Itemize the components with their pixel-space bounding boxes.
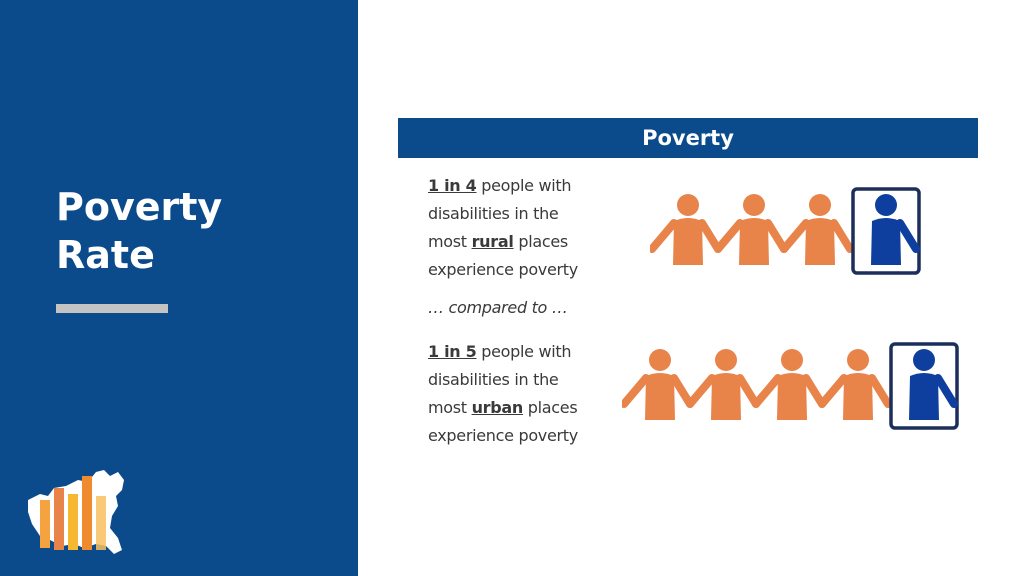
urban-people-figures (622, 342, 959, 430)
slide-title: Poverty Rate (56, 183, 222, 279)
urban-line-1: people with (476, 342, 572, 361)
person-icon (780, 194, 854, 265)
person-highlighted-icon (851, 187, 921, 275)
person-icon (622, 349, 694, 420)
person-icon (714, 194, 788, 265)
rural-keyword: rural (471, 232, 514, 251)
rural-line-2: disabilities in the (428, 204, 559, 223)
rural-line-4: experience poverty (428, 260, 578, 279)
urban-ratio: 1 in 5 (428, 342, 477, 361)
rural-line-3-pre: most (428, 232, 472, 251)
rural-people-figures (650, 187, 921, 275)
compared-to-label: … compared to … (428, 298, 568, 317)
urban-line-3-post: places (523, 398, 578, 417)
rural-statistic: 1 in 4 people with disabilities in the m… (428, 172, 628, 284)
urban-line-3-pre: most (428, 398, 472, 417)
person-icon (752, 349, 826, 420)
rural-ratio: 1 in 4 (428, 176, 477, 195)
urban-line-4: experience poverty (428, 426, 578, 445)
infographic-header: Poverty (398, 118, 978, 158)
bar-chart-usa-map-logo-icon (28, 470, 124, 554)
rural-line-1: people with (476, 176, 572, 195)
person-icon (818, 349, 892, 420)
slide-title-line-1: Poverty (56, 185, 223, 229)
person-icon (686, 349, 760, 420)
title-sidebar: Poverty Rate (0, 0, 358, 576)
urban-statistic: 1 in 5 people with disabilities in the m… (428, 338, 628, 450)
person-icon (650, 194, 722, 265)
person-highlighted-icon (889, 342, 959, 430)
slide-title-line-2: Rate (56, 233, 155, 277)
urban-keyword: urban (471, 398, 524, 417)
urban-line-2: disabilities in the (428, 370, 559, 389)
title-accent-bar (56, 304, 168, 313)
rural-line-3-post: places (513, 232, 568, 251)
